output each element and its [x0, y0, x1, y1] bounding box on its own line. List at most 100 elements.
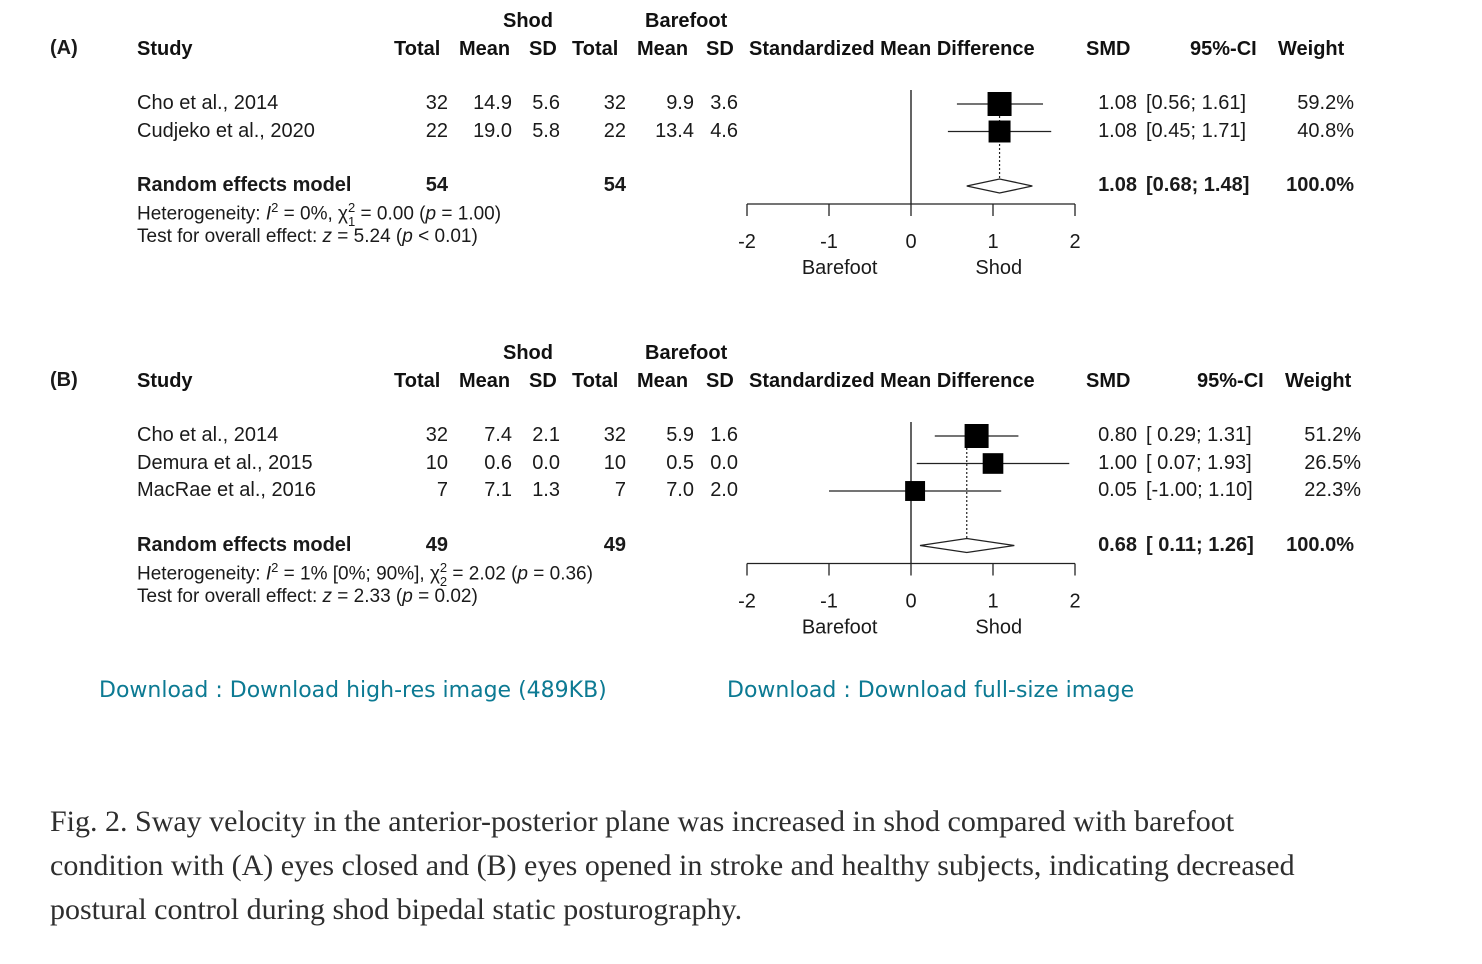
bf-total: 10	[603, 451, 626, 474]
header-group-barefoot: Barefoot	[645, 10, 728, 32]
pooled-shod-total: 49	[425, 533, 448, 556]
bf-sd: 3.6	[710, 92, 738, 114]
bf-total: 22	[603, 119, 626, 142]
header-shod-sd: SD	[529, 370, 557, 392]
study-name: Cho et al., 2014	[137, 424, 279, 446]
pooled-smd: 0.68	[1098, 533, 1137, 556]
x-side-label-barefoot: Barefoot	[802, 617, 878, 639]
study-name: Cho et al., 2014	[137, 92, 279, 114]
header-smd: SMD	[1086, 38, 1131, 60]
study-ci: [ 0.07; 1.93]	[1146, 451, 1252, 474]
header-bf-sd: SD	[706, 370, 734, 392]
effect-square	[988, 120, 1011, 143]
shod-mean: 0.6	[484, 451, 512, 474]
header-bf-sd: SD	[706, 38, 734, 60]
bf-sd: 0.0	[710, 451, 738, 474]
forest-plot: -2 -1 0 1 2 Barefoot Shod	[738, 422, 1081, 639]
study-weight: 59.2%	[1297, 92, 1354, 114]
shod-mean: 7.1	[484, 479, 512, 501]
x-side-label-barefoot: Barefoot	[802, 257, 878, 279]
bf-mean: 9.9	[666, 92, 694, 114]
bf-sd: 4.6	[710, 119, 738, 142]
pooled-label: Random effects model	[137, 174, 352, 196]
pooled-diamond	[919, 537, 1015, 554]
bf-mean: 7.0	[666, 479, 694, 501]
shod-total: 32	[425, 92, 448, 114]
x-tick-label: 0	[905, 591, 916, 613]
header-group-shod: Shod	[503, 342, 553, 364]
shod-total: 22	[425, 119, 448, 142]
overall-effect-text: Test for overall effect: z = 5.24 (p < 0…	[137, 226, 478, 247]
header-bf-mean: Mean	[637, 370, 689, 392]
pooled-smd: 1.08	[1098, 174, 1137, 196]
bf-sd: 2.0	[710, 479, 738, 501]
x-tick-label: -2	[738, 591, 756, 613]
x-tick-label: -1	[820, 231, 838, 253]
shod-mean: 7.4	[484, 424, 512, 446]
header-bf-mean: Mean	[637, 38, 689, 60]
bf-sd: 1.6	[710, 424, 738, 446]
study-name: MacRae et al., 2016	[137, 479, 316, 501]
shod-sd: 5.8	[532, 119, 560, 142]
figure-caption: Fig. 2. Sway velocity in the anterior-po…	[50, 805, 1295, 926]
study-ci: [ 0.29; 1.31]	[1146, 424, 1252, 446]
download-full-size-link[interactable]: Download : Download full-size image	[727, 678, 1135, 703]
x-side-label-shod: Shod	[975, 617, 1022, 639]
header-bf-total: Total	[572, 370, 619, 392]
header-shod-mean: Mean	[459, 38, 511, 60]
bf-mean: 5.9	[666, 424, 694, 446]
bf-total: 32	[603, 92, 626, 114]
header-weight: Weight	[1278, 38, 1345, 60]
header-bf-total: Total	[572, 38, 619, 60]
x-tick-label: 1	[987, 231, 998, 253]
bf-total: 32	[603, 424, 626, 446]
header-study: Study	[137, 370, 193, 392]
overall-effect-text: Test for overall effect: z = 2.33 (p = 0…	[137, 585, 478, 607]
study-weight: 40.8%	[1297, 119, 1354, 142]
pooled-label: Random effects model	[137, 533, 352, 556]
shod-sd: 5.6	[532, 92, 560, 114]
bf-total: 7	[614, 479, 626, 501]
pooled-ci: [0.68; 1.48]	[1146, 174, 1250, 196]
x-tick-label: 2	[1069, 591, 1080, 613]
header-shod-sd: SD	[529, 38, 557, 60]
header-ci: 95%-CI	[1197, 370, 1264, 392]
pooled-bf-total: 54	[603, 174, 626, 196]
bf-mean: 0.5	[666, 451, 694, 474]
effect-square	[964, 424, 989, 448]
study-smd: 1.00	[1098, 451, 1137, 474]
pooled-bf-total: 49	[603, 533, 626, 556]
header-smd-plot: Standardized Mean Difference	[749, 38, 1035, 60]
study-smd: 1.08	[1098, 119, 1137, 142]
study-smd: 0.05	[1098, 479, 1137, 501]
download-high-res-link[interactable]: Download : Download high-res image (489K…	[99, 678, 607, 703]
shod-sd: 2.1	[532, 424, 560, 446]
shod-sd: 1.3	[532, 479, 560, 501]
x-tick-label: 2	[1069, 231, 1080, 253]
study-name: Cudjeko et al., 2020	[137, 119, 315, 142]
x-tick-label: -2	[738, 231, 756, 253]
shod-mean: 14.9	[473, 92, 512, 114]
header-study: Study	[137, 38, 193, 60]
header-shod-mean: Mean	[459, 370, 511, 392]
header-weight: Weight	[1285, 370, 1352, 392]
header-smd-plot: Standardized Mean Difference	[749, 370, 1035, 392]
study-smd: 0.80	[1098, 424, 1137, 446]
x-tick-label: 1	[987, 591, 998, 613]
header-smd: SMD	[1086, 370, 1131, 392]
pooled-ci: [ 0.11; 1.26]	[1146, 533, 1254, 556]
header-group-barefoot: Barefoot	[645, 342, 728, 364]
pooled-diamond	[966, 178, 1033, 194]
panel-label: (B)	[50, 369, 78, 391]
shod-total: 10	[425, 451, 448, 474]
shod-total: 32	[425, 424, 448, 446]
pooled-weight: 100.0%	[1286, 174, 1354, 196]
shod-sd: 0.0	[532, 451, 560, 474]
study-ci: [0.45; 1.71]	[1146, 119, 1247, 142]
header-shod-total: Total	[394, 370, 441, 392]
study-ci: [0.56; 1.61]	[1146, 92, 1247, 114]
header-ci: 95%-CI	[1190, 38, 1257, 60]
effect-square	[905, 481, 926, 501]
